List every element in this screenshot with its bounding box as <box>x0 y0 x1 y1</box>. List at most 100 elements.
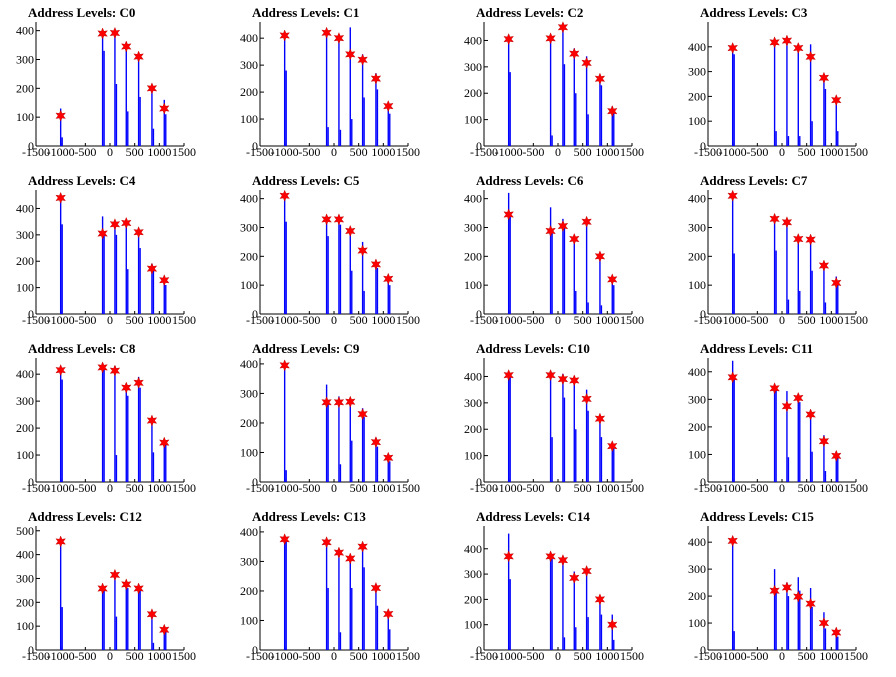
x-tick-label: 1000 <box>819 481 843 495</box>
peak-marker <box>159 274 170 287</box>
peak-marker <box>781 400 793 413</box>
y-tick-label: 200 <box>688 89 706 103</box>
chart-panel: Address Levels: C14 0 100 200 300 400 -1500-10… <box>464 509 644 663</box>
peak-marker <box>793 232 804 246</box>
peak-marker <box>569 571 580 584</box>
x-tick-label: 1000 <box>819 649 843 663</box>
chart-title: Address Levels: C3 <box>700 5 808 20</box>
x-tick-label: 500 <box>126 649 144 663</box>
peak-marker <box>594 593 606 606</box>
x-tick-label: 0 <box>555 313 561 327</box>
peak-marker <box>133 50 144 63</box>
x-tick-label: -500 <box>522 145 544 159</box>
peak-marker <box>805 50 816 63</box>
y-tick-label: 200 <box>464 86 482 100</box>
peak-marker <box>97 582 108 595</box>
peak-marker <box>159 623 170 636</box>
peak-marker <box>345 224 356 237</box>
chart-title: Address Levels: C15 <box>700 509 814 524</box>
x-tick-label: -1500 <box>246 313 274 327</box>
peak-marker <box>345 48 356 61</box>
y-tick-label: 100 <box>240 112 258 126</box>
chart-panel: Address Levels: C2 0 100 200 300 400 -1500-100… <box>464 5 644 159</box>
peak-marker <box>581 565 592 578</box>
peak-marker <box>818 259 830 272</box>
chart-panel: Address Levels: C3 0 100 200 300 400 -1500-100… <box>688 5 868 159</box>
peak-marker <box>769 584 780 597</box>
peak-marker <box>545 224 556 237</box>
x-tick-label: -500 <box>74 145 96 159</box>
x-tick-label: 1000 <box>147 481 171 495</box>
peak-marker <box>109 364 121 377</box>
y-tick-label: 400 <box>16 367 34 381</box>
x-tick-label: -1500 <box>22 145 50 159</box>
chart-panel: Address Levels: C5 0 100 200 300 400 -1500-100… <box>240 173 420 327</box>
x-tick-label: -500 <box>298 145 320 159</box>
x-tick-label: 0 <box>331 649 337 663</box>
chart-title: Address Levels: C5 <box>252 173 360 188</box>
x-tick-label: 1000 <box>595 649 619 663</box>
y-tick-label: 100 <box>16 110 34 124</box>
x-tick-label: -500 <box>74 313 96 327</box>
chart-panel: Address Levels: C11 0 100 200 300 400 -1500-10… <box>688 341 868 495</box>
peak-marker <box>333 213 345 226</box>
peak-marker <box>121 216 132 230</box>
y-tick-label: 300 <box>688 562 706 576</box>
chart-panel: Address Levels: C9 0 100 200 300 400 -1500-100… <box>240 341 420 495</box>
peak-marker <box>55 109 66 122</box>
peak-marker <box>121 381 132 394</box>
y-tick-label: 300 <box>464 220 482 234</box>
x-tick-label: -1000 <box>271 481 299 495</box>
y-tick-label: 0 <box>252 643 258 657</box>
y-tick-label: 200 <box>464 249 482 263</box>
chart-title: Address Levels: C11 <box>700 341 813 356</box>
peak-marker <box>793 590 804 603</box>
y-tick-label: 400 <box>16 24 34 38</box>
x-tick-label: -1000 <box>719 313 747 327</box>
y-tick-label: 300 <box>16 571 34 585</box>
y-tick-label: 400 <box>688 40 706 54</box>
x-tick-label: -1000 <box>47 145 75 159</box>
chart-title: Address Levels: C1 <box>252 5 359 20</box>
peak-marker <box>569 47 580 60</box>
peak-marker <box>109 218 121 231</box>
x-tick-label: -1000 <box>271 649 299 663</box>
chart-panel: Address Levels: C10 0 100 200 300 400 -1500-10… <box>464 341 644 495</box>
peak-marker <box>357 244 368 257</box>
y-tick-label: 300 <box>464 396 482 410</box>
x-tick-label: 0 <box>779 313 785 327</box>
x-tick-label: 0 <box>779 649 785 663</box>
x-tick-label: 1500 <box>172 481 196 495</box>
y-tick-label: 0 <box>28 307 34 321</box>
y-tick-label: 200 <box>16 595 34 609</box>
peak-marker <box>831 626 842 639</box>
y-tick-label: 0 <box>476 139 482 153</box>
x-tick-label: -1500 <box>470 145 498 159</box>
x-tick-label: -1000 <box>271 313 299 327</box>
x-tick-label: -1000 <box>495 481 523 495</box>
peak-marker <box>557 554 569 567</box>
peak-marker <box>831 276 842 289</box>
y-tick-label: 0 <box>252 139 258 153</box>
y-tick-label: 200 <box>16 254 34 268</box>
peak-marker <box>805 233 816 246</box>
chart-title: Address Levels: C6 <box>476 173 584 188</box>
chart-panel: Address Levels: C8 0 100 200 300 400 -1500-100… <box>16 341 196 495</box>
y-tick-label: 100 <box>464 278 482 292</box>
y-tick-label: 100 <box>240 613 258 627</box>
x-tick-label: -1000 <box>495 649 523 663</box>
x-tick-label: 0 <box>331 145 337 159</box>
x-tick-label: 1000 <box>147 313 171 327</box>
y-tick-label: 400 <box>688 535 706 549</box>
x-tick-label: 1000 <box>371 313 395 327</box>
x-tick-label: -1500 <box>22 313 50 327</box>
x-tick-label: -500 <box>746 313 768 327</box>
y-tick-label: 200 <box>688 249 706 263</box>
peak-marker <box>503 33 514 46</box>
y-tick-label: 0 <box>252 475 258 489</box>
chart-panel: Address Levels: C6 0 100 200 300 400 -1500-100… <box>464 173 644 327</box>
y-tick-label: 0 <box>700 139 706 153</box>
peak-marker <box>781 216 793 229</box>
peak-marker <box>769 382 780 395</box>
